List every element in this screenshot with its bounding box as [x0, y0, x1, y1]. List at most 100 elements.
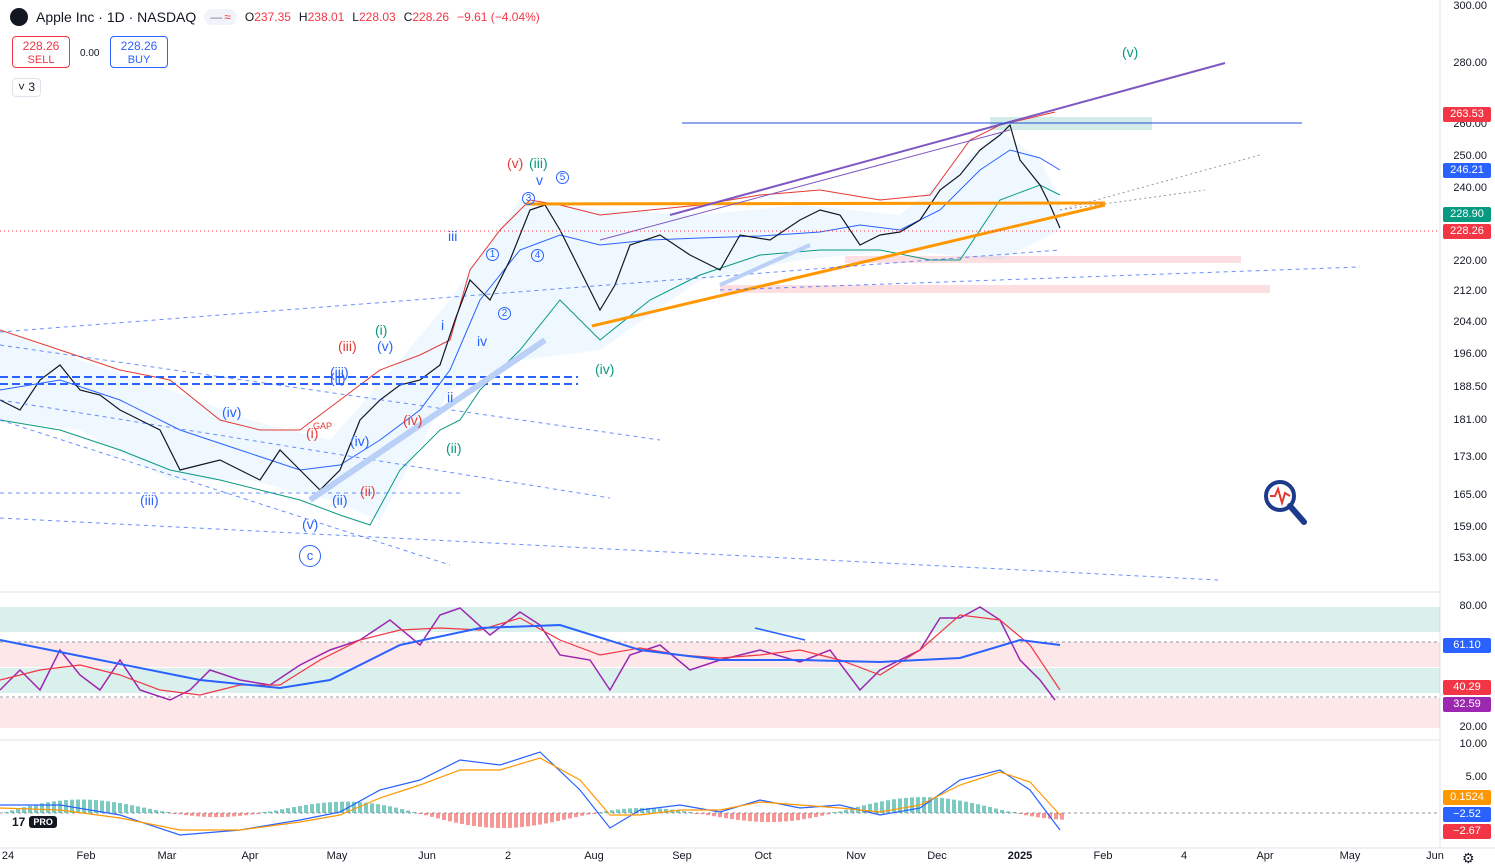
rsi-axis-label: 80.00	[1459, 600, 1487, 612]
macd-histogram-bar	[682, 811, 686, 813]
macd-histogram-bar	[52, 801, 56, 813]
macd-histogram-bar	[106, 801, 110, 813]
gear-icon[interactable]: ⚙	[1462, 850, 1475, 866]
macd-tag: −2.52	[1443, 807, 1491, 822]
macd-histogram-bar	[238, 813, 242, 816]
macd-axis-label: 10.00	[1459, 738, 1487, 750]
indicators-toggle[interactable]: ˅ 3	[12, 78, 42, 97]
macd-histogram-bar	[910, 797, 914, 813]
macd-histogram-bar	[622, 808, 626, 813]
macd-tag: 0.1524	[1443, 790, 1491, 805]
macd-histogram-bar	[688, 812, 692, 813]
pro-badge: PRO	[29, 816, 57, 828]
buy-button[interactable]: 228.26 BUY	[110, 36, 168, 68]
magnifier-pulse-icon[interactable]	[1262, 478, 1308, 531]
macd-histogram-bar	[448, 813, 452, 822]
rsi-tag: 32.59	[1443, 697, 1491, 712]
macd-histogram-bar	[838, 811, 842, 813]
time-axis-label: Apr	[241, 850, 259, 862]
wave-label: (iii)	[330, 364, 349, 380]
rsi-tag: 40.29	[1443, 680, 1491, 695]
macd-histogram-bar	[982, 805, 986, 813]
time-axis-label: Jun	[1426, 850, 1444, 862]
macd-histogram-bar	[676, 810, 680, 813]
wave-label: (iv)	[222, 404, 242, 420]
macd-histogram-bar	[520, 813, 524, 828]
macd-histogram-bar	[646, 807, 650, 813]
macd-histogram-bar	[964, 801, 968, 813]
macd-histogram-bar	[424, 813, 428, 816]
macd-histogram-bar	[880, 801, 884, 813]
macd-histogram-bar	[22, 807, 26, 813]
macd-histogram-bar	[970, 802, 974, 813]
macd-histogram-bar	[298, 806, 302, 813]
macd-histogram-bar	[40, 803, 44, 813]
approx-icon[interactable]: ≈	[224, 10, 231, 24]
macd-histogram-bar	[118, 803, 122, 813]
symbol-title[interactable]: Apple Inc · 1D · NASDAQ	[36, 9, 197, 25]
support-zone-2	[720, 285, 1270, 293]
tradingview-logo[interactable]: 17 PRO	[12, 815, 57, 829]
macd-histogram-bar	[202, 813, 206, 817]
wave-label: (v)	[302, 516, 319, 532]
time-axis-label: 24	[1, 850, 15, 862]
circled-wave-label: 2	[498, 307, 511, 320]
minus-icon[interactable]: —	[210, 10, 223, 24]
macd-histogram-bar	[262, 812, 266, 813]
macd-histogram-bar	[898, 798, 902, 813]
price-series-line	[0, 123, 1061, 491]
macd-histogram-bar	[640, 807, 644, 813]
price-axis-label: 280.00	[1453, 57, 1487, 69]
macd-histogram-bar	[598, 812, 602, 813]
macd-histogram-bar	[742, 813, 746, 821]
macd-histogram-bar	[280, 809, 284, 813]
time-axis-label: May	[326, 850, 348, 862]
macd-histogram-bar	[388, 806, 392, 813]
macd-histogram-bar	[196, 813, 200, 817]
orange-support-line	[591, 203, 1106, 328]
macd-histogram-bar	[976, 804, 980, 813]
macd-histogram-bar	[826, 813, 830, 815]
price-axis-label: 220.00	[1453, 255, 1487, 267]
bb-upper-line	[0, 111, 1056, 431]
macd-histogram-bar	[328, 802, 332, 813]
macd-histogram-bar	[142, 807, 146, 813]
circled-wave-label: 5	[556, 171, 569, 184]
price-axis-label: 165.00	[1453, 489, 1487, 501]
time-axis-label: 2025	[1007, 850, 1033, 862]
macd-histogram-bar	[88, 799, 92, 813]
macd-histogram-bar	[820, 813, 824, 816]
time-axis-label: Sep	[672, 850, 692, 862]
macd-histogram-bar	[904, 797, 908, 813]
macd-histogram-bar	[772, 813, 776, 823]
macd-histogram-bar	[418, 813, 422, 814]
time-axis-label: Feb	[1093, 850, 1113, 862]
wave-label: (iii)	[338, 338, 357, 354]
wave-label: ii	[447, 389, 454, 405]
time-axis-label: Feb	[76, 850, 96, 862]
wave-label: i	[441, 317, 445, 333]
rsi-tag: 61.10	[1443, 638, 1491, 653]
orange-resistance-line	[524, 201, 1106, 206]
rsi-ma-line	[0, 623, 1061, 690]
chart-mode-pill[interactable]: — ≈	[204, 9, 237, 25]
macd-histogram-bar	[70, 799, 74, 813]
macd-histogram-bar	[316, 803, 320, 813]
macd-histogram-bar	[724, 813, 728, 819]
macd-histogram-bar	[376, 804, 380, 813]
macd-signal-line	[0, 757, 1061, 831]
spread-value: 0.00	[80, 48, 100, 59]
sell-button[interactable]: 228.26 SELL	[12, 36, 70, 68]
macd-histogram-bar	[460, 813, 464, 824]
macd-histogram-bar	[244, 813, 248, 816]
macd-histogram-bar	[304, 805, 308, 813]
macd-histogram-bar	[112, 802, 116, 813]
purple-upper-channel	[669, 62, 1226, 216]
ohlc-readout: O237.35 H238.01 L228.03 C228.26 −9.61 (−…	[244, 10, 540, 24]
macd-histogram-bar	[340, 801, 344, 813]
time-axis-label: Dec	[927, 850, 947, 862]
price-axis-label: 240.00	[1453, 182, 1487, 194]
time-axis-label: May	[1339, 850, 1361, 862]
price-axis-label: 181.00	[1453, 414, 1487, 426]
